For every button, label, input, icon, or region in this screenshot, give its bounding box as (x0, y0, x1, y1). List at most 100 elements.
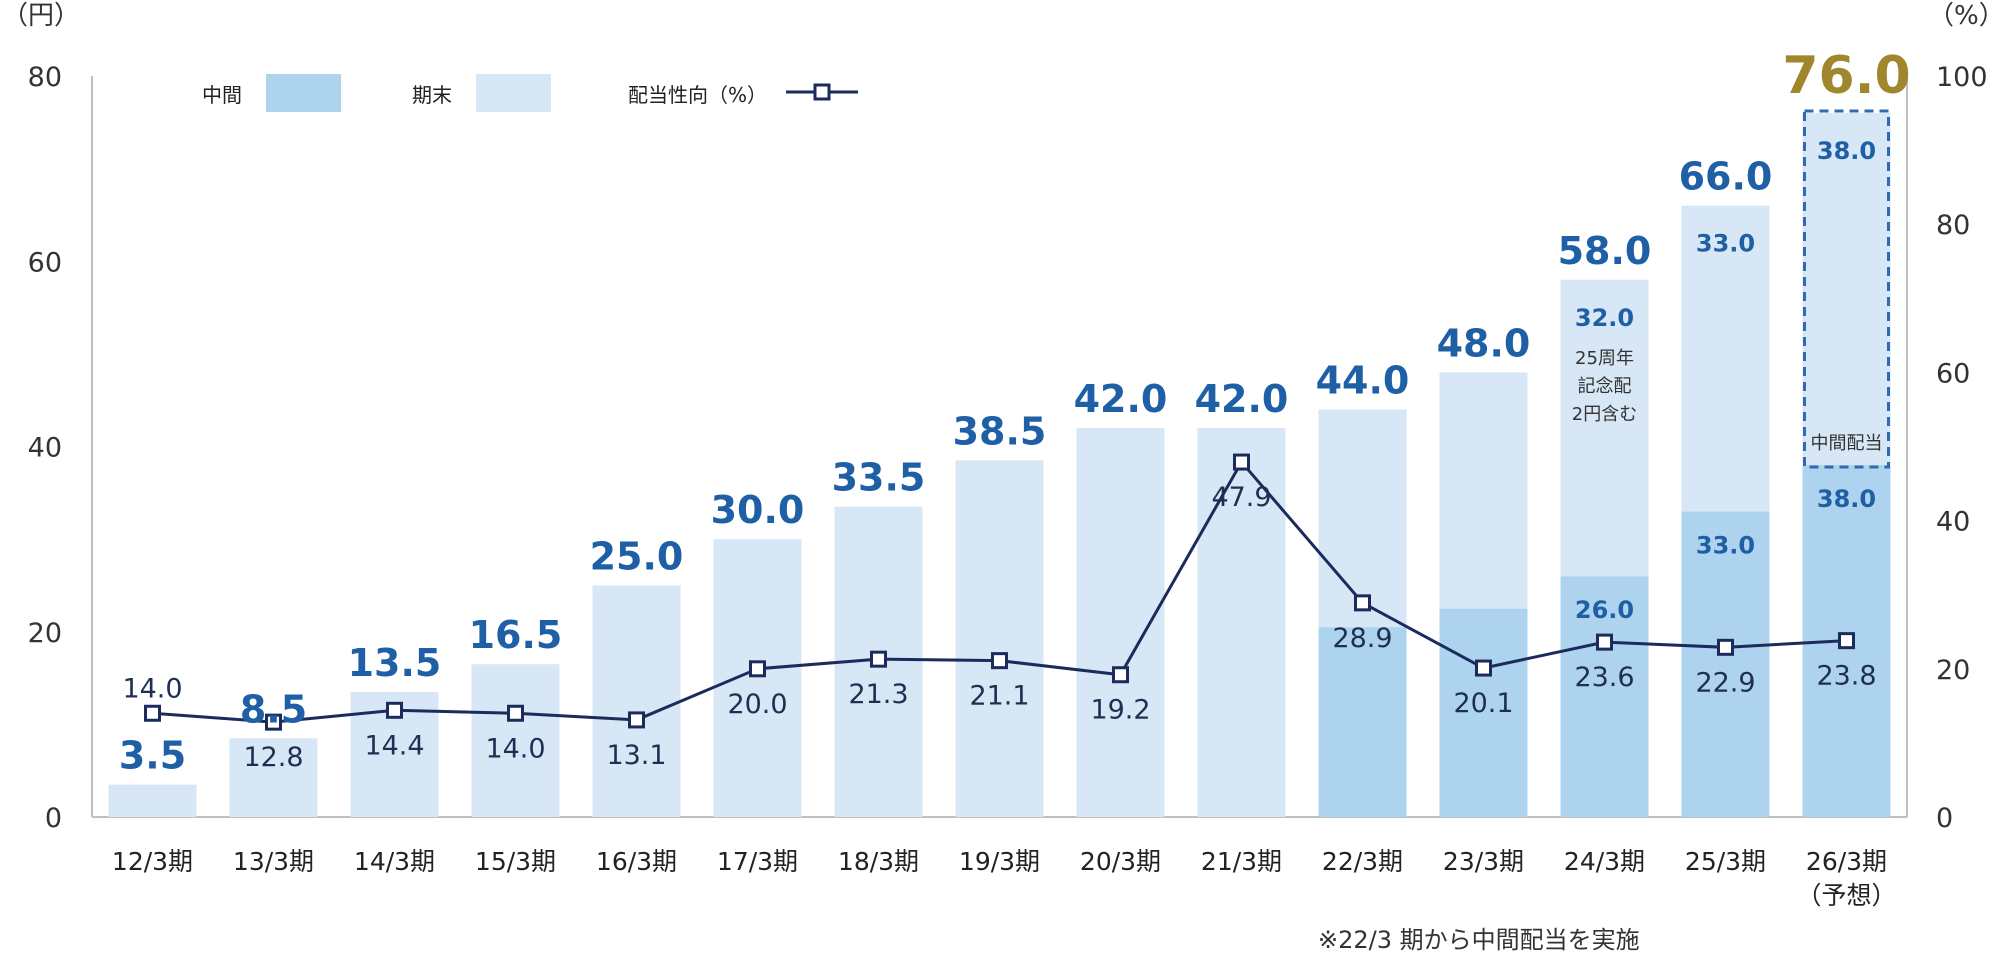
anniversary-note-line: 25周年 (1575, 348, 1634, 369)
legend-interim-label: 中間 (202, 83, 242, 107)
payout-ratio-label: 12.8 (243, 742, 303, 773)
category-label: 22/3期 (1322, 847, 1403, 876)
bar-year-end (713, 539, 802, 817)
left-axis-unit: （円） (2, 1, 80, 31)
right-tick-label: 80 (1936, 210, 1970, 241)
forecast-box-note: 中間配当 (1811, 433, 1883, 454)
payout-ratio-label: 28.9 (1332, 623, 1392, 654)
bar-year-end (229, 738, 318, 817)
payout-ratio-marker (870, 650, 887, 668)
payout-ratio-marker (1233, 453, 1250, 471)
year-end-value-label: 33.0 (1696, 230, 1755, 258)
payout-ratio-label: 14.4 (364, 730, 424, 761)
anniversary-note-line: 2円含む (1572, 404, 1637, 425)
bar-year-end (1560, 279, 1649, 577)
left-tick-label: 40 (28, 433, 62, 464)
legend: 中間 期末 配当性向（%） (202, 74, 858, 112)
category-label: 19/3期 (959, 847, 1040, 876)
category-label: 13/3期 (233, 847, 314, 876)
payout-ratio-label: 22.9 (1695, 667, 1755, 698)
category-label: 12/3期 (112, 847, 193, 876)
forecast-sublabel: （予想） (1796, 881, 1896, 910)
payout-ratio-label: 20.1 (1453, 688, 1513, 719)
bar-year-end (592, 585, 681, 817)
interim-value-label: 33.0 (1696, 531, 1755, 559)
payout-ratio-marker (386, 701, 403, 719)
category-label: 21/3期 (1201, 847, 1282, 876)
category-label: 15/3期 (475, 847, 556, 876)
payout-ratio-label: 13.1 (606, 740, 666, 771)
bar-interim (1439, 608, 1528, 817)
total-dividend-label: 42.0 (1195, 377, 1289, 421)
bar-year-end (1318, 409, 1407, 628)
category-label: 18/3期 (838, 847, 919, 876)
total-dividend-label: 30.0 (711, 488, 805, 532)
total-dividend-label: 42.0 (1074, 377, 1168, 421)
bar-interim (1318, 627, 1407, 817)
payout-ratio-label: 19.2 (1090, 695, 1150, 726)
bar-interim (1681, 511, 1770, 817)
interim-value-label: 38.0 (1817, 485, 1876, 513)
category-label: 16/3期 (596, 847, 677, 876)
payout-ratio-marker (265, 713, 282, 731)
total-dividend-label: 16.5 (469, 613, 563, 657)
total-dividend-label: 33.5 (832, 456, 926, 500)
payout-ratio-marker (1596, 633, 1613, 651)
total-dividend-label: 44.0 (1316, 358, 1410, 402)
bar-year-end (955, 460, 1044, 817)
payout-ratio-label: 23.6 (1574, 662, 1634, 693)
payout-ratio-label: 47.9 (1211, 482, 1271, 513)
bar-year-end (1681, 205, 1770, 512)
bar-year-end (1439, 372, 1528, 609)
left-tick-label: 20 (28, 618, 62, 649)
category-label: 25/3期 (1685, 847, 1766, 876)
payout-ratio-marker (991, 652, 1008, 670)
payout-ratio-label: 21.1 (969, 681, 1029, 712)
legend-ratio-marker (813, 83, 831, 101)
payout-ratio-marker (1838, 632, 1855, 650)
payout-ratio-label: 21.3 (848, 679, 908, 710)
payout-ratio-marker (1354, 594, 1371, 612)
legend-interim-swatch (266, 74, 341, 112)
category-label: 23/3期 (1443, 847, 1524, 876)
total-dividend-label: 48.0 (1437, 321, 1531, 365)
category-label: 17/3期 (717, 847, 798, 876)
right-tick-label: 60 (1936, 358, 1970, 389)
year-end-value-label: 38.0 (1817, 137, 1876, 165)
right-tick-label: 0 (1936, 803, 1953, 834)
right-tick-label: 100 (1936, 62, 1988, 93)
right-tick-label: 20 (1936, 655, 1970, 686)
legend-year-end-label: 期末 (412, 83, 452, 107)
category-label: 26/3期 (1806, 847, 1887, 876)
forecast-box (1803, 109, 1890, 469)
payout-ratio-label: 14.0 (122, 673, 182, 704)
payout-ratio-marker (1717, 638, 1734, 656)
total-dividend-label: 8.5 (240, 687, 307, 731)
payout-ratio-marker (144, 704, 161, 722)
left-tick-label: 80 (28, 62, 62, 93)
bar-year-end (1197, 427, 1286, 817)
payout-ratio-label: 23.8 (1816, 661, 1876, 692)
total-dividend-label: 66.0 (1679, 155, 1773, 199)
payout-ratio-marker (1112, 666, 1129, 684)
payout-ratio-marker (749, 660, 766, 678)
left-tick-label: 0 (45, 803, 62, 834)
legend-year-end-swatch (476, 74, 551, 112)
category-label: 24/3期 (1564, 847, 1645, 876)
interim-value-label: 26.0 (1575, 596, 1634, 624)
left-tick-label: 60 (28, 247, 62, 278)
footnote: ※22/3 期から中間配当を実施 (1318, 926, 1640, 954)
payout-ratio-label: 20.0 (727, 689, 787, 720)
payout-ratio-label: 14.0 (485, 733, 545, 764)
anniversary-note-line: 記念配 (1578, 375, 1632, 397)
payout-ratio-marker (507, 704, 524, 722)
category-label: 14/3期 (354, 847, 435, 876)
category-label: 20/3期 (1080, 847, 1161, 876)
bar-year-end (471, 664, 560, 817)
bar-year-end (1802, 113, 1891, 466)
year-end-value-label: 32.0 (1575, 304, 1634, 332)
bar-interim (1560, 576, 1649, 817)
total-dividend-label: 76.0 (1782, 46, 1910, 106)
legend-ratio-label: 配当性向（%） (628, 83, 767, 107)
